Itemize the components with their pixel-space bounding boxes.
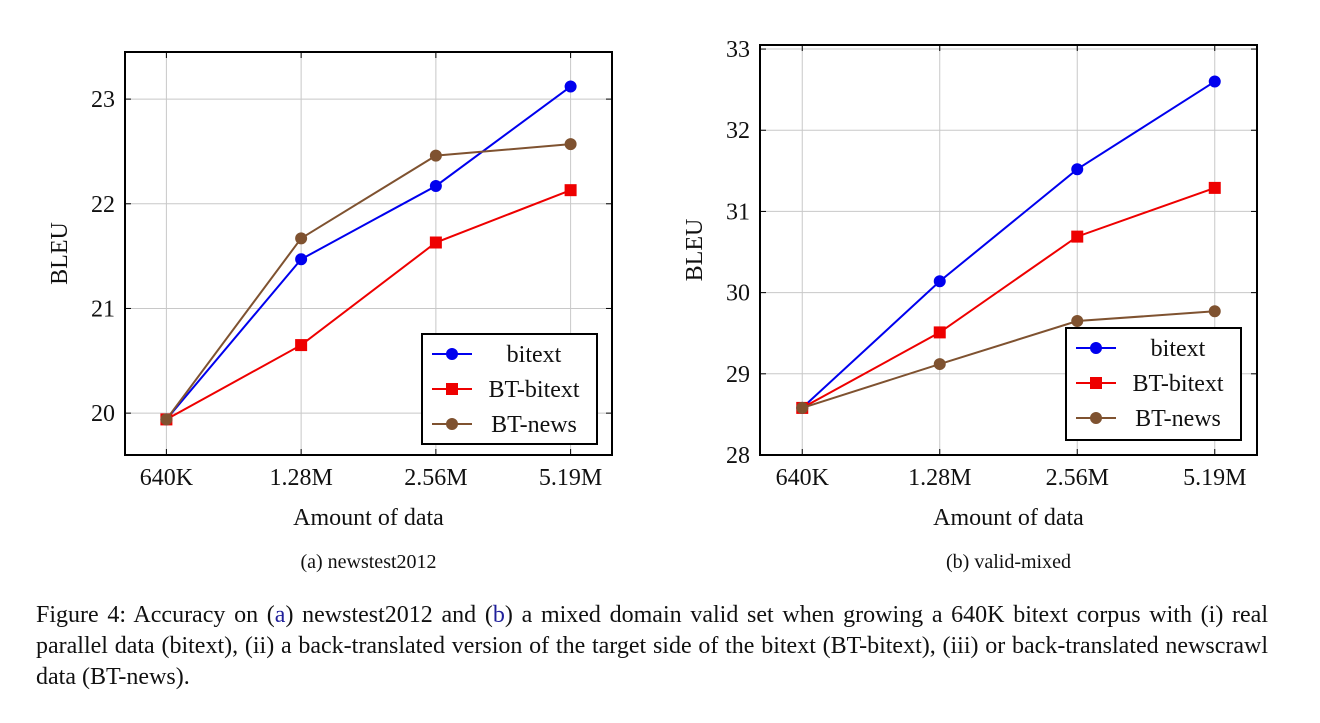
data-point [295,253,308,266]
y-axis-label: BLEU [47,222,73,285]
legend-marker [1090,377,1102,389]
y-tick-label: 28 [726,443,750,469]
x-tick-label: 1.28M [908,465,971,491]
data-point [1208,305,1221,318]
x-tick-label: 5.19M [1183,465,1246,491]
data-point [429,179,442,192]
caption-ref-a[interactable]: a [274,602,286,628]
chart-valid-mixed: 640K 1.28M 2.56M 5.19M 28 29 30 31 32 33 Amount of… [682,37,1258,573]
data-point [933,358,946,371]
y-tick-label: 31 [726,199,750,225]
x-axis-label: Amount of data [293,505,444,531]
data-point [1208,181,1221,194]
legend-label: bitext [507,342,562,368]
legend-item: BT-bitext [432,377,580,403]
data-point [295,339,308,352]
legend-label: BT-news [491,412,577,438]
series-line [165,189,571,421]
legend-item: BT-bitext [1076,371,1224,397]
data-point [429,149,442,162]
data-point [1208,75,1221,88]
chart-newstest2012: 640K 1.28M 2.56M 5.19M 20 21 22 23 Amount of dat… [47,51,613,573]
legend-label: BT-bitext [1132,371,1223,397]
legend-label: BT-news [1135,406,1221,432]
caption-mid: ) newstest2012 and ( [285,602,493,628]
legend: bitext BT-bitext BT-news [421,333,598,445]
x-tick-label: 1.28M [269,465,332,491]
data-point [796,401,809,414]
subcaption: (b) valid-mixed [946,551,1071,573]
data-point [933,275,946,288]
caption-ref-b[interactable]: b [492,602,505,628]
data-point [295,232,308,245]
y-axis-label: BLEU [682,219,708,282]
subcaption: (a) newstest2012 [300,551,436,573]
y-tick-label: 23 [91,87,115,113]
y-tick-label: 21 [91,296,115,322]
legend-marker [446,383,458,395]
y-tick-label: 30 [726,281,750,307]
series-line [801,186,1216,409]
legend-item: bitext [1076,336,1206,362]
legend: bitext BT-bitext BT-news [1065,327,1242,441]
y-tick-label: 29 [726,362,750,388]
series-line [165,85,572,421]
series-line [801,310,1215,409]
plot-frame [124,51,613,456]
x-tick-label: 2.56M [1046,465,1109,491]
data-point [1071,230,1084,243]
data-point [564,80,577,93]
y-tick-label: 32 [726,118,750,144]
x-tick-label: 640K [776,465,830,491]
legend-label: BT-bitext [488,377,579,403]
caption-lead: Figure 4: Accuracy on ( [36,602,275,628]
data-point [429,236,442,249]
data-point [1071,163,1084,176]
legend-label: bitext [1151,336,1206,362]
plot-frame [759,44,1258,456]
data-point [933,326,946,339]
legend-marker [446,348,458,360]
legend-item: bitext [432,342,562,368]
series-bt-news [160,138,577,426]
legend-marker [446,418,458,430]
legend-item: BT-news [1076,406,1221,432]
series-bt-news [796,305,1221,414]
x-tick-label: 640K [140,465,194,491]
data-point [1071,315,1084,328]
x-tick-label: 5.19M [539,465,602,491]
x-axis-label: Amount of data [933,505,1084,531]
y-tick-label: 22 [91,192,115,218]
y-tick-label: 20 [91,401,115,427]
legend-marker [1090,412,1102,424]
legend-item: BT-news [432,412,577,438]
data-point [160,413,173,426]
y-tick-label: 33 [726,37,750,63]
data-point [564,184,577,197]
caption-rest: ) a mixed domain valid set when growing … [36,602,1268,690]
legend-marker [1090,342,1102,354]
series-line [165,143,571,421]
series-line [801,80,1216,409]
x-tick-label: 2.56M [404,465,467,491]
figure-caption: Figure 4: Accuracy on (a) newstest2012 a… [36,600,1268,693]
data-point [564,138,577,151]
